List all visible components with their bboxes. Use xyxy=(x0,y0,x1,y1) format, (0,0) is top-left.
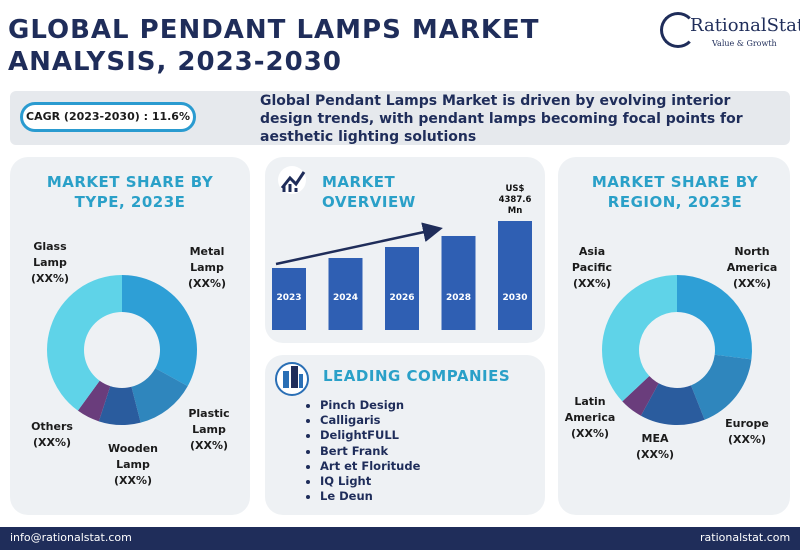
bar xyxy=(498,221,532,330)
logo-name: RationalStat xyxy=(690,15,800,36)
bar xyxy=(272,267,306,330)
segment-label: Glass Lamp (XX%) xyxy=(10,239,90,287)
donut-segment xyxy=(690,354,752,420)
segment-value-label: (XX%) xyxy=(32,436,72,449)
segment-name: Others xyxy=(31,420,73,433)
segment-label: Plastic Lamp (XX%) xyxy=(169,406,249,454)
segment-label: Others (XX%) xyxy=(12,419,92,451)
donut-segment xyxy=(602,275,677,402)
donut-segment xyxy=(131,368,188,423)
segment-name: Plastic Lamp xyxy=(188,407,230,436)
company: Le Deun xyxy=(320,489,420,504)
bar-year: 2030 xyxy=(502,293,527,303)
company: IQ Light xyxy=(320,474,420,489)
company: Calligaris xyxy=(320,413,420,428)
logo-tagline: Value & Growth xyxy=(712,39,777,48)
summary-text: Global Pendant Lamps Market is driven by… xyxy=(260,93,743,145)
company: Bert Frank xyxy=(320,444,420,459)
donut-segment xyxy=(77,380,111,422)
segment-value-label: (XX%) xyxy=(635,448,675,461)
donut-segment xyxy=(122,275,197,387)
chart-icon xyxy=(278,166,306,194)
bar-year: 2028 xyxy=(446,293,471,303)
segment-name: Latin America xyxy=(564,395,616,424)
donut-segment xyxy=(46,275,122,411)
segment-value-label: (XX%) xyxy=(189,439,229,452)
segment-value-label: (XX%) xyxy=(727,433,767,446)
page-title: GLOBAL PENDANT LAMPS MARKET ANALYSIS, 20… xyxy=(8,15,540,77)
section-title: MARKET SHARE BY REGION, 2023E xyxy=(591,173,759,211)
footer-website: rationalstat.com xyxy=(700,531,791,544)
footer-email: info@rationalstat.com xyxy=(10,531,132,544)
segment-label: MEA (XX%) xyxy=(615,431,695,463)
segment-value-label: (XX%) xyxy=(30,272,70,285)
donut-segment xyxy=(622,376,659,416)
segment-value-label: (XX%) xyxy=(187,277,227,290)
bar-year: 2026 xyxy=(389,293,414,303)
trend-arrow xyxy=(275,222,443,266)
segment-name: Asia Pacific xyxy=(571,245,613,274)
segment-label: Wooden Lamp (XX%) xyxy=(93,441,173,489)
segment-label: Asia Pacific (XX%) xyxy=(552,244,632,292)
segment-label: North America (XX%) xyxy=(712,244,792,292)
segment-label: Latin America (XX%) xyxy=(550,394,630,442)
cagr-pill: CAGR (2023-2030) : 11.6% xyxy=(20,102,196,132)
segment-name: Wooden Lamp xyxy=(107,442,159,471)
company: Pinch Design xyxy=(320,398,420,413)
segment-value-label: (XX%) xyxy=(113,474,153,487)
footer xyxy=(0,527,800,550)
segment-name: Glass Lamp xyxy=(33,240,67,269)
segment-value-label: (XX%) xyxy=(572,277,612,290)
bar-year: 2024 xyxy=(333,293,358,303)
region-panel xyxy=(558,157,790,515)
donut-segment xyxy=(640,383,705,425)
section-title: MARKET OVERVIEW xyxy=(322,173,416,211)
segment-label: Metal Lamp (XX%) xyxy=(167,244,247,292)
segment-label: Europe (XX%) xyxy=(707,416,787,448)
segment-name: North America xyxy=(726,245,778,274)
bar-year: 2023 xyxy=(276,293,301,303)
bar xyxy=(385,247,419,330)
segment-name: Europe xyxy=(725,417,769,430)
donut-segment xyxy=(677,275,753,360)
building-icon xyxy=(275,362,309,396)
bar xyxy=(328,258,363,330)
segment-name: MEA xyxy=(641,432,669,445)
company-list: Pinch DesignCalligarisDelightFULLBert Fr… xyxy=(302,398,420,504)
bar xyxy=(441,235,476,330)
company: DelightFULL xyxy=(320,428,420,443)
section-title: LEADING COMPANIES xyxy=(323,367,511,385)
segment-value-label: (XX%) xyxy=(570,427,610,440)
segment-value-label: (XX%) xyxy=(732,277,772,290)
logo-icon xyxy=(660,12,696,48)
bar-value-label: US$ 4387.6 Mn xyxy=(499,184,532,216)
section-title: MARKET SHARE BY TYPE, 2023E xyxy=(46,173,214,211)
donut-segment xyxy=(98,386,141,425)
company: Art et Floritude xyxy=(320,459,420,474)
segment-name: Metal Lamp xyxy=(189,245,225,274)
companies-panel xyxy=(265,355,545,515)
